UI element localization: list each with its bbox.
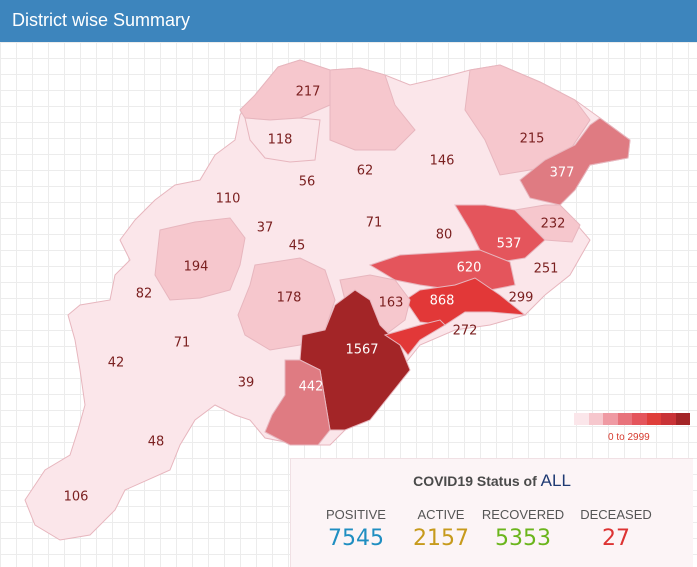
district-label-45: 45 [289, 239, 306, 254]
legend-range-label: 0 to 2999 [608, 432, 650, 443]
district-label-146: 146 [430, 154, 455, 169]
district-label-272: 272 [453, 324, 478, 339]
district-label-620: 620 [457, 261, 482, 276]
legend-swatch [632, 413, 647, 425]
status-title-scope: ALL [540, 471, 571, 490]
district-label-37: 37 [257, 221, 274, 236]
stat-active-label: ACTIVE [417, 507, 465, 522]
legend-swatch [661, 413, 676, 425]
district-label-42: 42 [108, 356, 125, 371]
district-label-62: 62 [357, 164, 374, 179]
stat-recovered: RECOVERED 5353 [479, 507, 567, 551]
district-label-1567: 1567 [345, 343, 378, 358]
stat-recovered-value: 5353 [495, 526, 551, 551]
district-label-71-south: 71 [174, 336, 191, 351]
district-label-537: 537 [497, 237, 522, 252]
header-bar: District wise Summary [0, 0, 697, 42]
status-title-prefix: COVID19 Status of [413, 473, 537, 489]
district-label-118: 118 [268, 133, 293, 148]
district-label-868: 868 [430, 294, 455, 309]
district-label-251: 251 [534, 262, 559, 277]
stat-active-value: 2157 [413, 526, 469, 551]
district-region-d17b[interactable] [329, 67, 416, 151]
stat-positive-label: POSITIVE [326, 507, 386, 522]
district-region-d15[interactable] [154, 217, 246, 301]
district-region-d9[interactable] [513, 204, 581, 243]
district-label-48: 48 [148, 435, 165, 450]
stat-deceased: DECEASED 27 [573, 507, 659, 551]
legend-swatches [574, 413, 690, 425]
district-map [24, 59, 631, 541]
district-region-d7[interactable] [519, 117, 631, 206]
legend-swatch [588, 413, 603, 425]
district-label-80: 80 [436, 228, 453, 243]
district-region-d28[interactable] [264, 359, 331, 446]
district-labels: 217 215 118 146 62 56 377 110 232 37 71 … [64, 85, 575, 505]
district-label-217: 217 [296, 85, 321, 100]
district-region-d13[interactable] [454, 204, 546, 263]
legend-swatch [675, 413, 690, 425]
district-label-71-north: 71 [366, 216, 383, 231]
legend-swatch [574, 413, 589, 425]
district-region-d3[interactable] [244, 117, 321, 163]
stat-active: ACTIVE 2157 [403, 507, 479, 551]
district-label-299: 299 [509, 291, 534, 306]
stat-positive: POSITIVE 7545 [313, 507, 399, 551]
district-region-d21[interactable] [404, 277, 527, 326]
district-label-106: 106 [64, 490, 89, 505]
district-region-d23[interactable] [383, 319, 446, 356]
district-label-215: 215 [520, 132, 545, 147]
district-label-178: 178 [277, 291, 302, 306]
stat-deceased-label: DECEASED [580, 507, 652, 522]
district-label-377: 377 [550, 166, 575, 181]
covid-status-panel: COVID19 Status of ALL POSITIVE 7545 ACTI… [290, 458, 693, 567]
district-region-d19[interactable] [237, 257, 336, 351]
district-label-110: 110 [216, 192, 241, 207]
district-label-56: 56 [299, 175, 316, 190]
map-area: 217 215 118 146 62 56 377 110 232 37 71 … [0, 42, 697, 567]
color-legend: 0 to 2999 [574, 413, 690, 449]
district-label-232: 232 [541, 217, 566, 232]
district-label-39: 39 [238, 376, 255, 391]
stat-deceased-value: 27 [602, 526, 630, 551]
legend-swatch [646, 413, 661, 425]
district-label-163: 163 [379, 296, 404, 311]
district-label-194: 194 [184, 260, 209, 275]
legend-swatch [603, 413, 618, 425]
district-label-442: 442 [299, 380, 324, 395]
legend-swatch [617, 413, 632, 425]
stat-positive-value: 7545 [328, 526, 384, 551]
district-label-82: 82 [136, 287, 153, 302]
stat-recovered-label: RECOVERED [481, 507, 565, 522]
page-title: District wise Summary [12, 10, 191, 30]
status-title: COVID19 Status of ALL [291, 471, 693, 491]
